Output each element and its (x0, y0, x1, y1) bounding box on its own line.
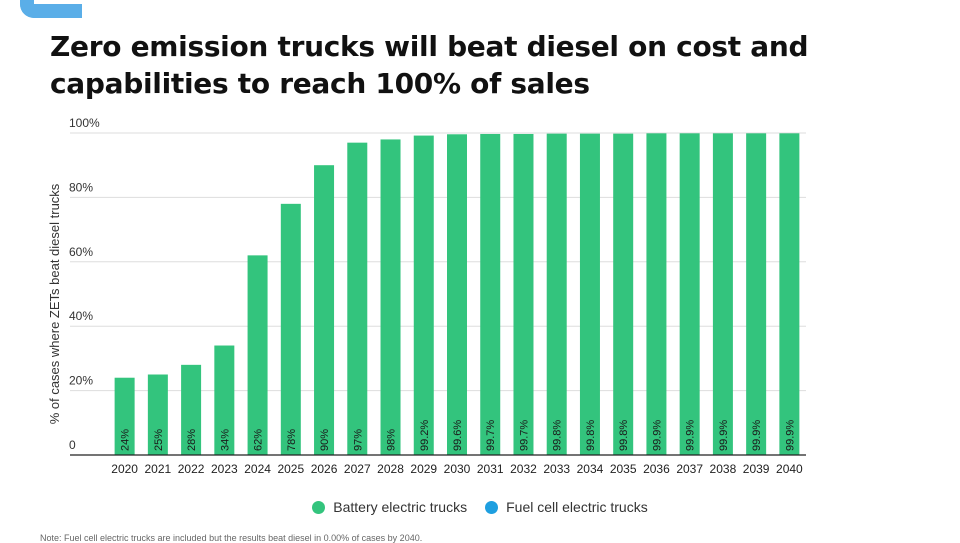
x-tick-label: 2030 (444, 462, 471, 476)
data-label-2032: 99.7% (518, 420, 530, 451)
x-tick-label: 2021 (145, 462, 172, 476)
x-tick-label: 2036 (643, 462, 670, 476)
bar-2029 (413, 135, 434, 456)
data-label-2028: 98% (386, 429, 398, 451)
y-tick-label: 0 (69, 438, 76, 452)
chart-title: Zero emission trucks will beat diesel on… (50, 30, 809, 100)
chart-legend: Battery electric trucks Fuel cell electr… (0, 499, 960, 515)
bar-2024 (247, 255, 268, 455)
x-tick-label: 2024 (244, 462, 271, 476)
bar-chart: 0 20% 40% 60% 80% 100% % of cases where ZETs b… (47, 116, 806, 476)
data-label-2027: 97% (352, 429, 364, 451)
data-label-2033: 99.8% (552, 420, 564, 451)
data-label-2031: 99.7% (485, 420, 497, 451)
legend-label-fuel-cell: Fuel cell electric trucks (506, 499, 648, 515)
legend-swatch-fuel-cell (485, 500, 499, 514)
bar-2039 (746, 133, 767, 455)
footnote: Note: Fuel cell electric trucks are incl… (40, 533, 423, 543)
data-label-2034: 99.8% (585, 420, 597, 451)
bar-2025 (280, 203, 301, 455)
bar-2038 (712, 133, 733, 455)
legend-item-battery[interactable]: Battery electric trucks (312, 499, 467, 515)
x-tick-label: 2033 (543, 462, 570, 476)
x-tick-label: 2031 (477, 462, 504, 476)
data-label-2022: 28% (186, 429, 198, 451)
data-label-2039: 99.9% (751, 420, 763, 451)
bar-2028 (380, 139, 401, 455)
data-label-2023: 34% (219, 429, 231, 451)
x-tick-label: 2032 (510, 462, 537, 476)
x-tick-label: 2035 (610, 462, 637, 476)
bar-2032 (513, 133, 534, 455)
y-tick-label: 60% (69, 245, 93, 259)
data-label-2026: 90% (319, 429, 331, 451)
x-tick-label: 2039 (743, 462, 770, 476)
bar-2035 (613, 133, 634, 456)
x-tick-label: 2034 (577, 462, 604, 476)
data-label-2038: 99.9% (718, 420, 730, 451)
data-label-2036: 99.9% (651, 420, 663, 451)
bar-2023 (214, 345, 235, 455)
bar-2036 (646, 133, 667, 455)
data-label-2040: 99.9% (784, 420, 796, 451)
x-tick-label: 2037 (676, 462, 703, 476)
x-tick-label: 2038 (710, 462, 737, 476)
bar-2037 (679, 133, 700, 455)
data-label-2030: 99.6% (452, 420, 464, 451)
bar-2021 (147, 374, 168, 455)
x-tick-label: 2026 (311, 462, 338, 476)
x-tick-label: 2028 (377, 462, 404, 476)
bar-2034 (579, 133, 600, 456)
corner-accent (20, 0, 82, 18)
data-label-2025: 78% (286, 429, 298, 451)
x-tick-label: 2020 (111, 462, 138, 476)
x-tick-label: 2022 (178, 462, 205, 476)
bar-2031 (480, 133, 501, 455)
x-tick-label: 2025 (277, 462, 304, 476)
legend-item-fuel-cell[interactable]: Fuel cell electric trucks (485, 499, 648, 515)
x-tick-label: 2023 (211, 462, 238, 476)
y-axis-title: % of cases where ZETs beat diesel trucks (47, 183, 62, 424)
bar-2033 (546, 133, 567, 456)
bar-2027 (347, 142, 368, 455)
data-label-2024: 62% (253, 429, 265, 451)
bar-2040 (779, 133, 800, 455)
y-tick-label: 40% (69, 309, 93, 323)
y-tick-label: 80% (69, 180, 93, 194)
bar-2026 (314, 165, 335, 455)
data-label-2020: 24% (120, 429, 132, 451)
data-label-2029: 99.2% (419, 420, 431, 451)
bar-2020 (114, 377, 135, 455)
x-tick-label: 2029 (410, 462, 437, 476)
x-tick-label: 2040 (776, 462, 803, 476)
legend-label-battery: Battery electric trucks (333, 499, 468, 515)
x-tick-label: 2027 (344, 462, 371, 476)
data-label-2035: 99.8% (618, 420, 630, 451)
bar-2022 (181, 364, 202, 455)
legend-swatch-battery (312, 500, 326, 514)
y-tick-label: 100% (69, 116, 100, 130)
data-label-2021: 25% (153, 429, 165, 451)
data-label-2037: 99.9% (685, 420, 697, 451)
y-tick-label: 20% (69, 374, 93, 388)
bar-2030 (447, 134, 467, 455)
